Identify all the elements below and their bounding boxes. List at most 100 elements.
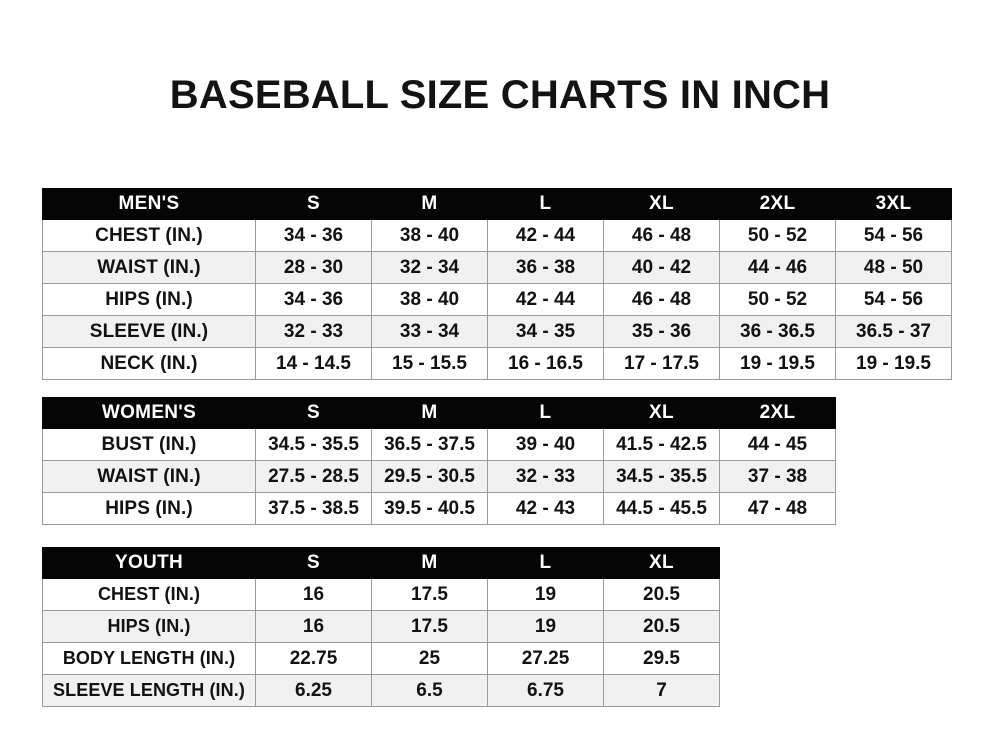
measurement-cell: 17.5 — [371, 610, 488, 643]
table-row: HIPS (IN.) 34 - 36 38 - 40 42 - 44 46 - 48 50… — [42, 283, 952, 316]
measurement-cell: 27.5 - 28.5 — [255, 460, 372, 493]
column-header-s: S — [255, 397, 372, 429]
column-header-l: L — [487, 397, 604, 429]
measurement-cell: 39 - 40 — [487, 428, 604, 461]
measurement-cell: 44 - 46 — [719, 251, 836, 284]
measurement-cell: 37.5 - 38.5 — [255, 492, 372, 525]
measurement-cell: 46 - 48 — [603, 219, 720, 252]
column-header-s: S — [255, 188, 372, 220]
measurement-cell: 54 - 56 — [835, 219, 952, 252]
page-title: BASEBALL SIZE CHARTS IN INCH — [169, 73, 831, 117]
table-row: NECK (IN.) 14 - 14.5 15 - 15.5 16 - 16.5 17 … — [42, 347, 952, 380]
table-row: WAIST (IN.) 28 - 30 32 - 34 36 - 38 40 - 42 4… — [42, 251, 952, 284]
column-header-l: L — [487, 547, 604, 579]
table-header-row: YOUTH S M L XL — [42, 547, 720, 579]
table-title-cell: YOUTH — [42, 547, 256, 579]
youth-size-table: YOUTH S M L XL CHEST (IN.) 16 17.5 19 20.5 HIPS (I… — [42, 547, 720, 707]
measurement-cell: 29.5 - 30.5 — [371, 460, 488, 493]
measurement-cell: 6.25 — [255, 674, 372, 707]
measurement-cell: 20.5 — [603, 610, 720, 643]
measurement-cell: 25 — [371, 642, 488, 675]
measurement-cell: 14 - 14.5 — [255, 347, 372, 380]
measurement-cell: 19 — [487, 578, 604, 611]
column-header-m: M — [371, 397, 488, 429]
measurement-cell: 39.5 - 40.5 — [371, 492, 488, 525]
measurement-cell: 46 - 48 — [603, 283, 720, 316]
measurement-cell: 42 - 44 — [487, 219, 604, 252]
table-row: HIPS (IN.) 37.5 - 38.5 39.5 - 40.5 42 - 43 4… — [42, 492, 836, 525]
measurement-cell: 27.25 — [487, 642, 604, 675]
measurement-cell: 32 - 33 — [255, 315, 372, 348]
measurement-cell: 36 - 36.5 — [719, 315, 836, 348]
row-label: HIPS (IN.) — [42, 492, 256, 525]
table-row: SLEEVE (IN.) 32 - 33 33 - 34 34 - 35 35 - 36… — [42, 315, 952, 348]
measurement-cell: 36 - 38 — [487, 251, 604, 284]
measurement-cell: 34.5 - 35.5 — [603, 460, 720, 493]
measurement-cell: 50 - 52 — [719, 219, 836, 252]
row-label: NECK (IN.) — [42, 347, 256, 380]
measurement-cell: 16 - 16.5 — [487, 347, 604, 380]
measurement-cell: 44 - 45 — [719, 428, 836, 461]
row-label: CHEST (IN.) — [42, 219, 256, 252]
column-header-2xl: 2XL — [719, 188, 836, 220]
table-title-cell: MEN'S — [42, 188, 256, 220]
measurement-cell: 34.5 - 35.5 — [255, 428, 372, 461]
womens-size-chart-block: WOMEN'S S M L XL 2XL BUST (IN.) 34.5 - 35.5 36.5… — [42, 397, 836, 525]
measurement-cell: 36.5 - 37.5 — [371, 428, 488, 461]
table-row: BODY LENGTH (IN.) 22.75 25 27.25 29.5 — [42, 642, 720, 675]
column-header-m: M — [371, 188, 488, 220]
measurement-cell: 38 - 40 — [371, 283, 488, 316]
measurement-cell: 34 - 35 — [487, 315, 604, 348]
measurement-cell: 16 — [255, 578, 372, 611]
row-label: HIPS (IN.) — [42, 283, 256, 316]
table-row: HIPS (IN.) 16 17.5 19 20.5 — [42, 610, 720, 643]
measurement-cell: 44.5 - 45.5 — [603, 492, 720, 525]
column-header-2xl: 2XL — [719, 397, 836, 429]
row-label: BODY LENGTH (IN.) — [42, 642, 256, 675]
measurement-cell: 22.75 — [255, 642, 372, 675]
measurement-cell: 29.5 — [603, 642, 720, 675]
measurement-cell: 54 - 56 — [835, 283, 952, 316]
table-row: BUST (IN.) 34.5 - 35.5 36.5 - 37.5 39 - 40 4… — [42, 428, 836, 461]
row-label: BUST (IN.) — [42, 428, 256, 461]
table-header-row: WOMEN'S S M L XL 2XL — [42, 397, 836, 429]
measurement-cell: 7 — [603, 674, 720, 707]
measurement-cell: 19 - 19.5 — [719, 347, 836, 380]
measurement-cell: 28 - 30 — [255, 251, 372, 284]
column-header-m: M — [371, 547, 488, 579]
measurement-cell: 36.5 - 37 — [835, 315, 952, 348]
measurement-cell: 42 - 43 — [487, 492, 604, 525]
measurement-cell: 19 - 19.5 — [835, 347, 952, 380]
measurement-cell: 37 - 38 — [719, 460, 836, 493]
measurement-cell: 6.75 — [487, 674, 604, 707]
column-header-xl: XL — [603, 547, 720, 579]
measurement-cell: 20.5 — [603, 578, 720, 611]
column-header-xl: XL — [603, 188, 720, 220]
measurement-cell: 40 - 42 — [603, 251, 720, 284]
column-header-s: S — [255, 547, 372, 579]
measurement-cell: 42 - 44 — [487, 283, 604, 316]
mens-size-chart-block: MEN'S S M L XL 2XL 3XL CHEST (IN.) 34 - 36 38 - 4… — [42, 188, 952, 380]
table-row: CHEST (IN.) 34 - 36 38 - 40 42 - 44 46 - 48 5… — [42, 219, 952, 252]
row-label: WAIST (IN.) — [42, 460, 256, 493]
table-row: SLEEVE LENGTH (IN.) 6.25 6.5 6.75 7 — [42, 674, 720, 707]
row-label: HIPS (IN.) — [42, 610, 256, 643]
measurement-cell: 47 - 48 — [719, 492, 836, 525]
table-header-row: MEN'S S M L XL 2XL 3XL — [42, 188, 952, 220]
measurement-cell: 38 - 40 — [371, 219, 488, 252]
measurement-cell: 34 - 36 — [255, 283, 372, 316]
measurement-cell: 17.5 — [371, 578, 488, 611]
table-row: CHEST (IN.) 16 17.5 19 20.5 — [42, 578, 720, 611]
measurement-cell: 33 - 34 — [371, 315, 488, 348]
column-header-l: L — [487, 188, 604, 220]
measurement-cell: 41.5 - 42.5 — [603, 428, 720, 461]
column-header-xl: XL — [603, 397, 720, 429]
row-label: SLEEVE (IN.) — [42, 315, 256, 348]
measurement-cell: 48 - 50 — [835, 251, 952, 284]
table-row: WAIST (IN.) 27.5 - 28.5 29.5 - 30.5 32 - 33… — [42, 460, 836, 493]
row-label: WAIST (IN.) — [42, 251, 256, 284]
measurement-cell: 16 — [255, 610, 372, 643]
table-title-cell: WOMEN'S — [42, 397, 256, 429]
women-size-table: WOMEN'S S M L XL 2XL BUST (IN.) 34.5 - 35.5 36.5… — [42, 397, 836, 525]
